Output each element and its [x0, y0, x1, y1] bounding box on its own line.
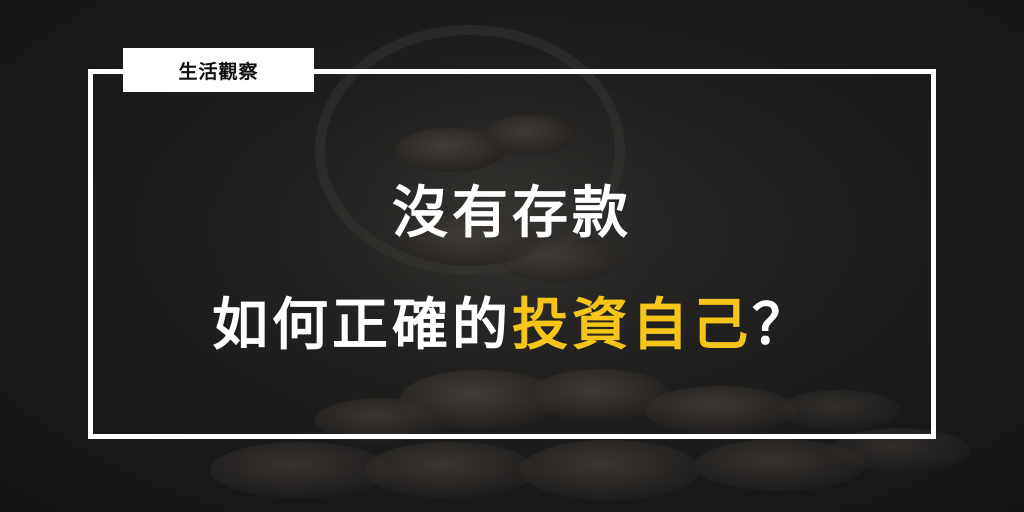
headline-line-2: 如何正確的投資自己？	[0, 280, 1024, 361]
white-border-frame	[88, 69, 936, 439]
headline-line-1: 沒有存款	[0, 168, 1024, 249]
headline-line-2-suffix: ？	[752, 293, 812, 358]
headline-line-2-prefix: 如何正確的	[212, 293, 512, 358]
category-tag: 生活觀察	[123, 48, 314, 92]
headline-highlight: 投資自己	[512, 293, 752, 358]
category-tag-label: 生活觀察	[178, 60, 259, 83]
headline-line-1-text: 沒有存款	[392, 181, 632, 246]
